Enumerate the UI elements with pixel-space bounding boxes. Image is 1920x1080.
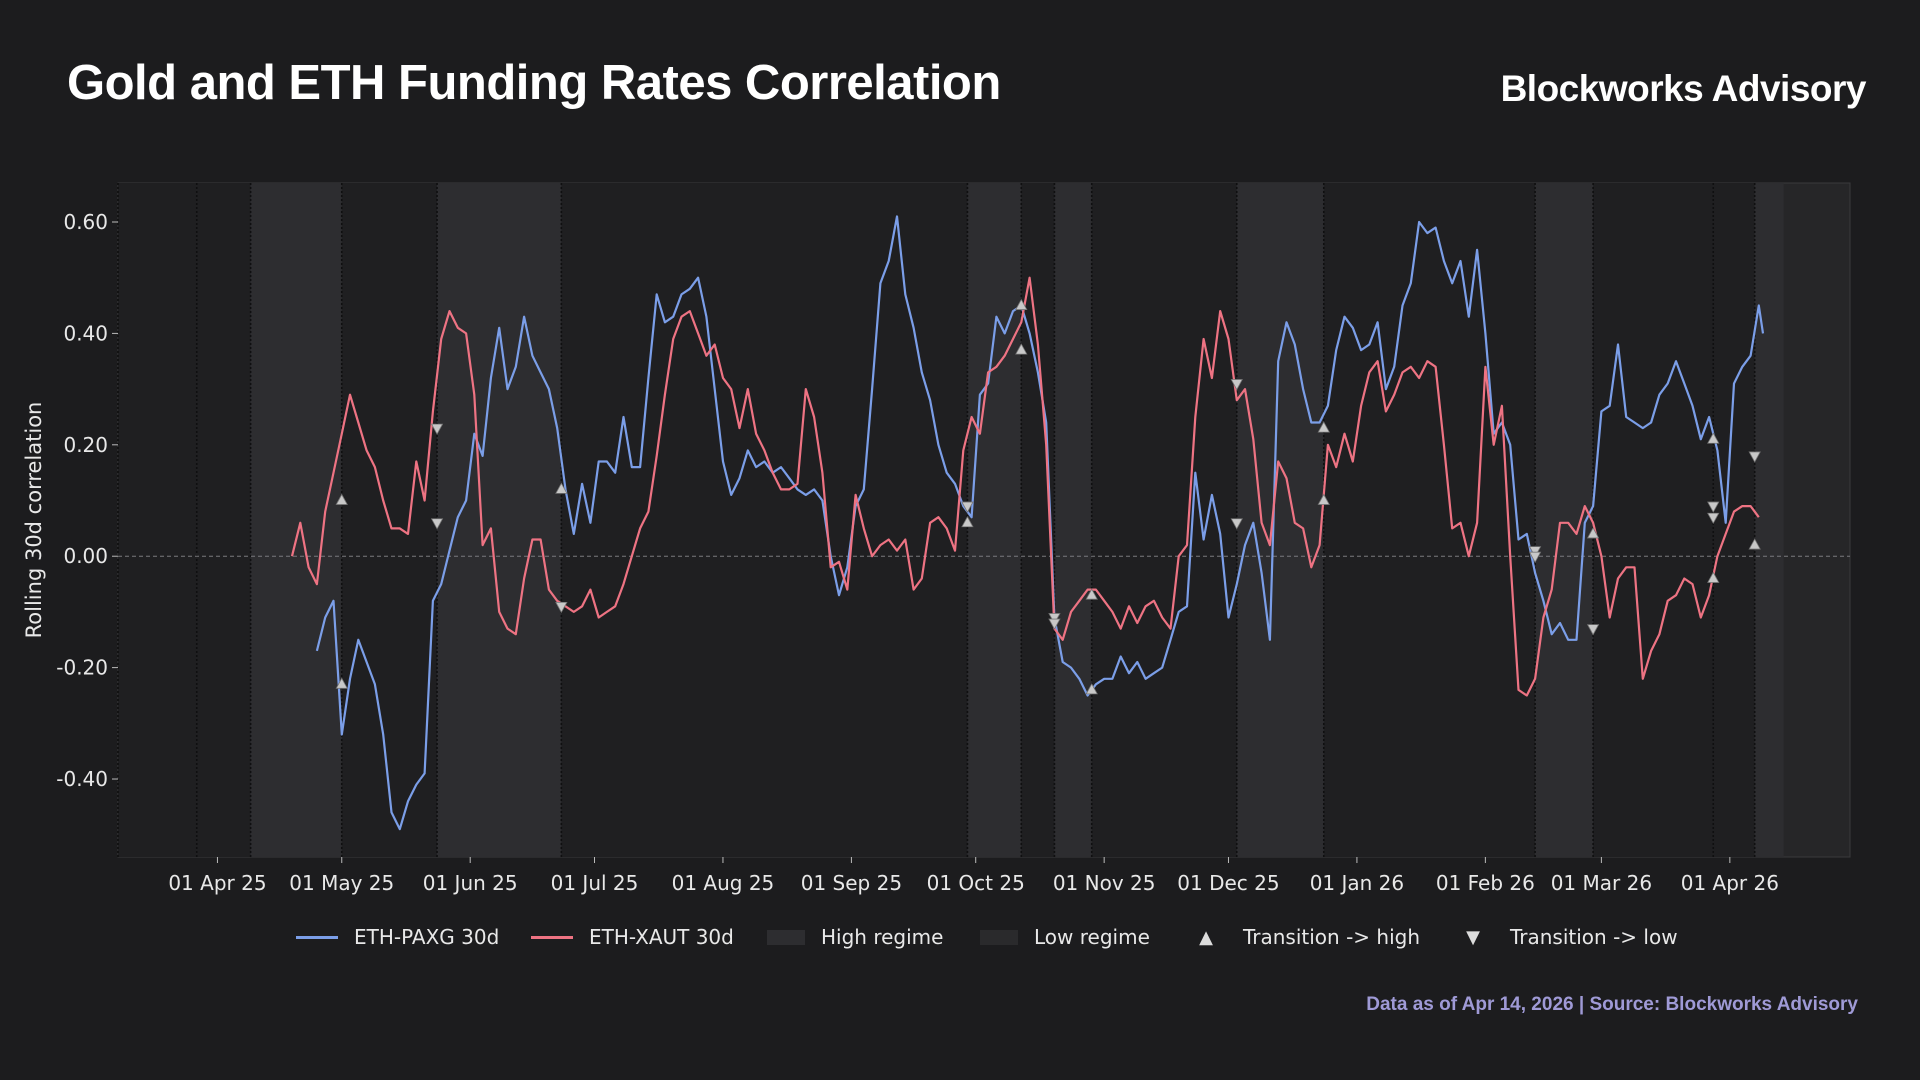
- regime-band-low: [118, 183, 197, 857]
- transition-high-marker: [1317, 493, 1330, 505]
- transition-low-marker: [1586, 624, 1600, 636]
- transition-low-marker: [1230, 379, 1243, 391]
- legend-item-xaut: ETH-XAUT 30d: [531, 920, 734, 954]
- x-tick-label: 01 Mar 26: [1551, 871, 1652, 895]
- regime-band-low: [1593, 183, 1714, 857]
- brand-logo: Blockworks Advisory: [1500, 68, 1867, 109]
- y-tick-label: 0.60: [63, 210, 108, 234]
- x-tick-label: 01 Oct 25: [927, 871, 1025, 895]
- transition-high-marker: [1015, 343, 1028, 355]
- legend-item-low-regime: Low regime: [980, 920, 1150, 954]
- transition-high-marker: [335, 677, 348, 689]
- regime-band-high: [250, 183, 342, 857]
- triangle-up-icon: ▲: [1199, 926, 1213, 948]
- transition-high-marker: [1748, 538, 1761, 550]
- regime-band-low: [561, 183, 968, 857]
- legend-label-paxg: ETH-PAXG 30d: [354, 925, 500, 949]
- transition-low-marker: [555, 601, 568, 614]
- legend-label-transition-low: Transition -> low: [1510, 925, 1678, 949]
- x-tick-label: 01 Jun 25: [423, 871, 518, 895]
- transition-low-marker: [1048, 613, 1061, 625]
- x-tick-label: 01 May 25: [289, 871, 394, 895]
- transition-high-marker: [1085, 683, 1098, 695]
- transition-high-marker: [1586, 527, 1600, 539]
- regime-band-high: [1535, 183, 1594, 857]
- x-tick-label: 01 Dec 25: [1177, 871, 1279, 895]
- regime-band-high: [967, 183, 1022, 857]
- legend-swatch-xaut: [531, 935, 573, 939]
- transition-high-marker: [1085, 588, 1098, 600]
- legend-item-transition-high: ▲ Transition -> high: [1197, 920, 1420, 954]
- transition-low-marker: [430, 518, 444, 530]
- x-tick-label: 01 Aug 25: [672, 871, 775, 895]
- y-tick-label: 0.20: [63, 433, 108, 457]
- transition-high-marker: [961, 515, 974, 528]
- legend-label-transition-high: Transition -> high: [1243, 925, 1421, 949]
- source-footnote: Data as of Apr 14, 2026 | Source: Blockw…: [1366, 994, 1858, 1015]
- transition-low-marker: [961, 501, 974, 513]
- transition-high-marker: [1707, 432, 1720, 444]
- transition-high-marker: [555, 482, 568, 494]
- regime-band-low: [1323, 183, 1536, 857]
- transition-high-marker: [1707, 571, 1720, 583]
- legend-swatch-high-regime: [767, 929, 805, 945]
- legend-item-high-regime: High regime: [767, 920, 943, 954]
- regime-band-low: [1713, 183, 1755, 857]
- regime-band-high: [1054, 183, 1092, 857]
- legend-label-low-regime: Low regime: [1034, 925, 1150, 949]
- triangle-down-icon: ▼: [1466, 926, 1480, 948]
- y-tick-label: 0.00: [63, 544, 108, 568]
- regime-band-low: [196, 183, 251, 857]
- regime-band-low: [1091, 183, 1237, 857]
- transition-low-marker: [1230, 518, 1243, 530]
- transition-low-marker: [1707, 501, 1720, 513]
- y-tick-label: -0.40: [56, 767, 108, 791]
- transition-low-marker: [1528, 551, 1542, 564]
- legend: ETH-PAXG 30d ETH-XAUT 30d High regime Lo…: [0, 920, 1920, 954]
- legend-item-transition-low: ▼ Transition -> low: [1464, 920, 1678, 954]
- transition-high-marker: [1015, 298, 1028, 310]
- x-tick-label: 01 Jul 25: [551, 871, 639, 895]
- transition-low-marker: [1048, 618, 1061, 630]
- series-line-xaut: [290, 276, 1760, 697]
- regime-band-high: [1754, 183, 1784, 857]
- x-tick-label: 01 Sep 25: [801, 871, 902, 895]
- transition-low-marker: [1707, 512, 1720, 525]
- regime-band-high: [1236, 183, 1324, 857]
- y-axis-label: Rolling 30d correlation: [22, 402, 46, 639]
- x-tick-label: 01 Jan 26: [1310, 871, 1404, 895]
- transition-low-marker: [1748, 451, 1761, 463]
- x-tick-label: 01 Nov 25: [1053, 871, 1156, 895]
- transition-high-marker: [335, 493, 348, 505]
- legend-swatch-paxg: [296, 935, 338, 939]
- legend-label-xaut: ETH-XAUT 30d: [589, 925, 734, 949]
- y-tick-label: 0.40: [63, 321, 108, 345]
- y-tick-label: -0.20: [56, 656, 108, 680]
- legend-swatch-low-regime: [980, 929, 1018, 945]
- transition-low-marker: [430, 423, 444, 435]
- regime-band-high: [437, 183, 562, 857]
- transition-high-marker: [1317, 421, 1330, 433]
- chart-title: Gold and ETH Funding Rates Correlation: [67, 56, 1001, 110]
- x-tick-label: 01 Feb 26: [1436, 871, 1535, 895]
- x-tick-label: 01 Apr 26: [1681, 871, 1779, 895]
- legend-label-high-regime: High regime: [821, 925, 944, 949]
- transition-low-marker: [1528, 546, 1542, 558]
- legend-item-paxg: ETH-PAXG 30d: [296, 920, 499, 954]
- x-tick-label: 01 Apr 25: [168, 871, 266, 895]
